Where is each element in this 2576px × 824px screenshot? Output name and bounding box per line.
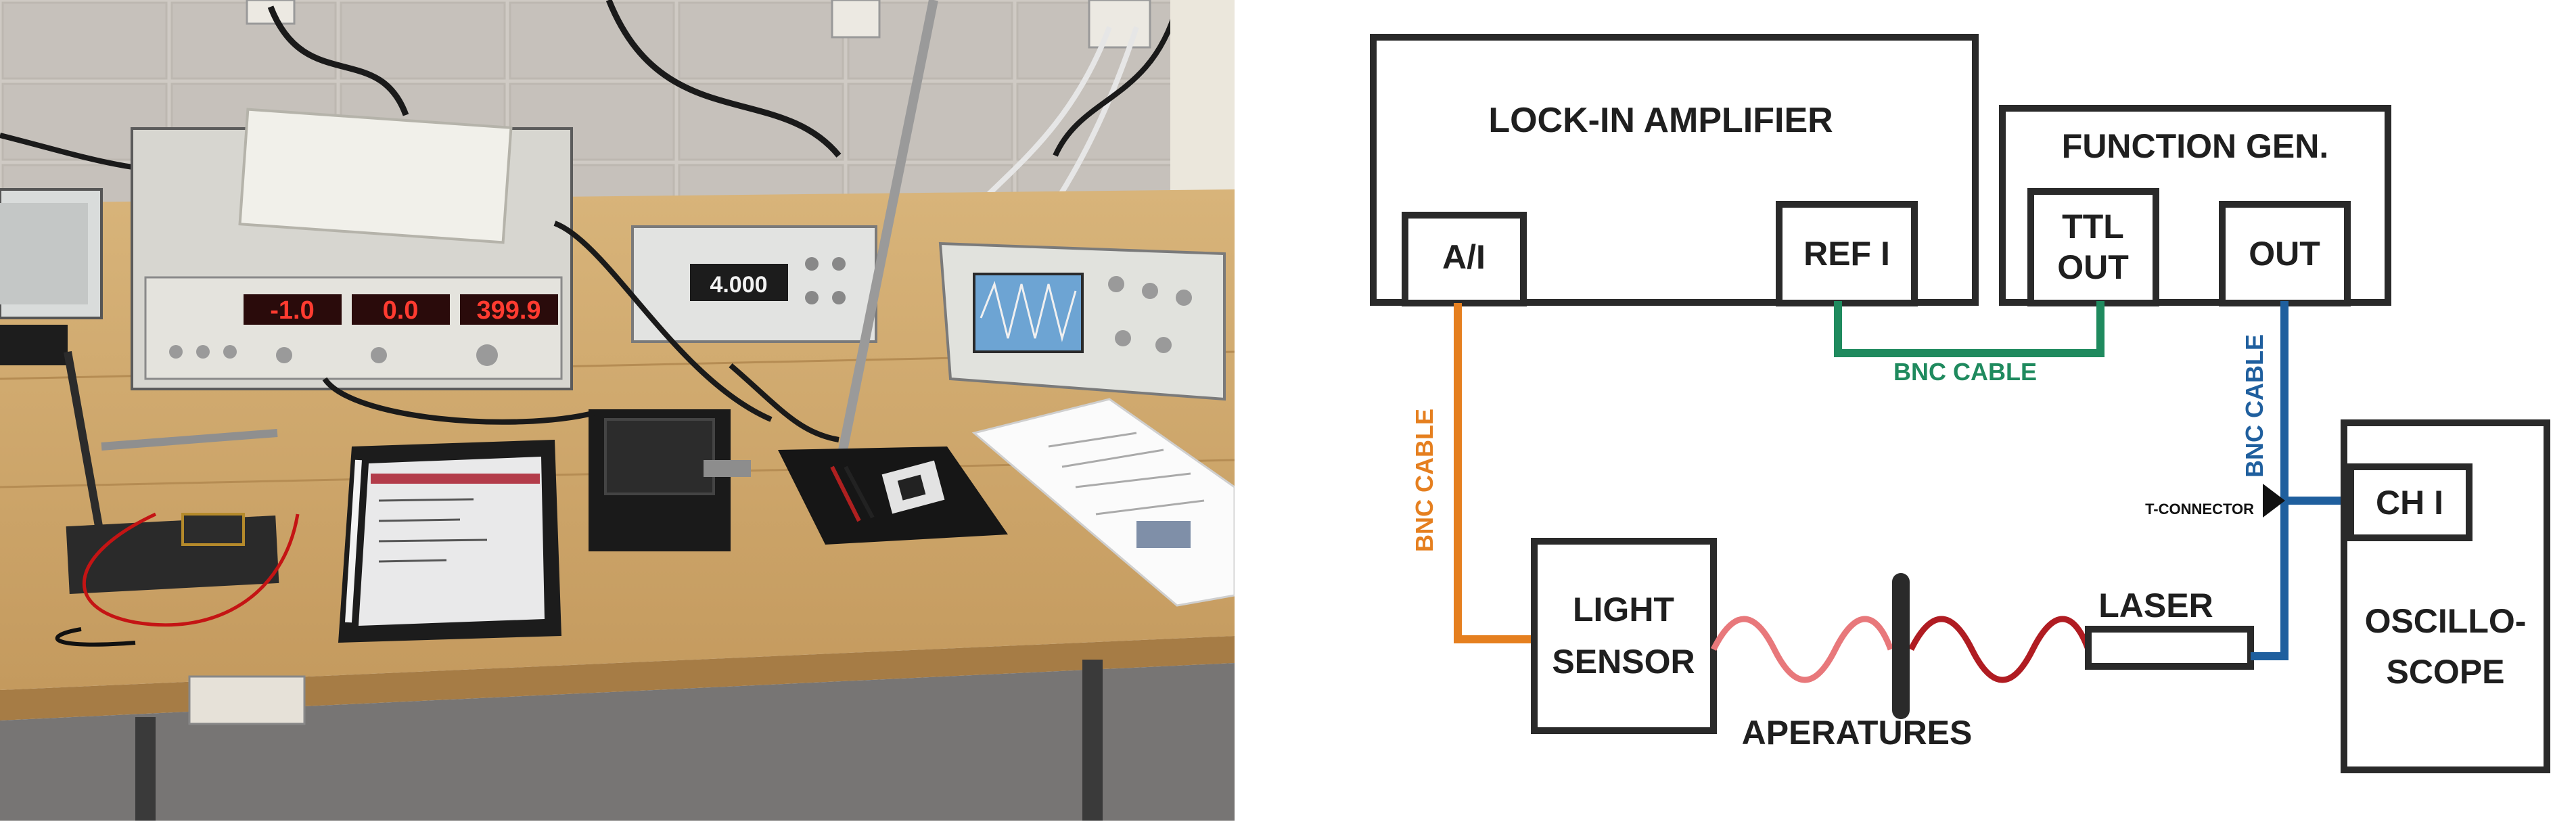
wall-outlet	[1088, 0, 1151, 49]
instruction-sheet	[971, 398, 1235, 607]
lock-in-display-2: 0.0	[383, 296, 419, 325]
ttl-label-line1: TTL	[2062, 208, 2124, 246]
funcgen-display: 4.000	[710, 272, 767, 298]
oscilloscope-label-line2: SCOPE	[2386, 653, 2504, 691]
ttl-out-port	[2027, 188, 2159, 306]
wire-black	[55, 627, 136, 647]
bnc-cable	[322, 377, 596, 425]
bnc-cable-orange	[1454, 303, 1537, 643]
lab-photo-illustration: -1.0 0.0 399.9 4.000	[0, 0, 1235, 821]
light-sensor-box	[1531, 538, 1717, 734]
fg-out-label: OUT	[2249, 235, 2320, 273]
lock-in-ref-label: REF I	[1803, 235, 1890, 273]
lock-in-ref-port	[1776, 201, 1918, 306]
laser-label: LASER	[2098, 587, 2213, 624]
oscilloscope-label-line1: OSCILLO-	[2365, 602, 2527, 640]
power-cable	[267, 5, 409, 116]
wall-outlet	[831, 0, 881, 39]
wire-red	[82, 512, 300, 627]
lock-in-amplifier-label: LOCK-IN AMPLIFIER	[1488, 101, 1833, 140]
light-sensor-label-line2: SENSOR	[1552, 643, 1695, 681]
lab-setup-photo: -1.0 0.0 399.9 4.000	[0, 0, 1235, 821]
manual-binder	[238, 108, 513, 244]
outlet-strip	[188, 675, 306, 725]
light-wave-incident	[1908, 616, 2092, 683]
function-generator-label: FUNCTION GEN.	[2062, 127, 2328, 165]
light-wave-transmitted	[1710, 616, 1894, 683]
light-sensor-label-line1: LIGHT	[1573, 591, 1674, 628]
bnc-cable-blue	[2251, 301, 2288, 660]
bench-leg	[135, 717, 156, 821]
lock-in-display-3: 399.9	[476, 296, 540, 325]
t-connector-icon	[2263, 484, 2285, 518]
lock-in-input-port	[1402, 212, 1527, 306]
t-connector-label: T-CONNECTOR	[2145, 501, 2254, 518]
power-cable	[605, 0, 842, 158]
bnc-cable-green	[1834, 301, 2104, 357]
lock-in-display-1: -1.0	[270, 296, 314, 325]
bnc-cable	[553, 221, 773, 422]
stylus	[345, 459, 362, 623]
support-rod	[831, 0, 938, 488]
lock-in-knobs	[169, 344, 498, 366]
battery	[181, 513, 245, 546]
bench-leg	[1082, 660, 1103, 821]
ch1-label: CH I	[2376, 484, 2443, 522]
black-block	[0, 325, 68, 365]
bnc-cable	[729, 363, 840, 442]
lock-in-input-label: A/I	[1442, 238, 1486, 276]
wiring-diagram: LOCK-IN AMPLIFIER A/I REF I FUNCTION GEN…	[1235, 0, 2576, 821]
retort-stand-rod	[64, 350, 106, 543]
ch1-port	[2347, 463, 2472, 541]
diagram-canvas: LOCK-IN AMPLIFIER A/I REF I FUNCTION GEN…	[1370, 34, 2550, 773]
apertures-label: APERATURES	[1742, 714, 1973, 752]
cable-label-orange: BNC CABLE	[1410, 409, 1438, 552]
cable-label-green: BNC CABLE	[1893, 358, 2037, 386]
cable-label-blue: BNC CABLE	[2240, 334, 2268, 478]
power-cable	[1053, 5, 1180, 157]
laser-box	[2085, 626, 2254, 670]
ttl-label-line2: OUT	[2057, 248, 2129, 286]
bench-front	[0, 636, 1235, 720]
